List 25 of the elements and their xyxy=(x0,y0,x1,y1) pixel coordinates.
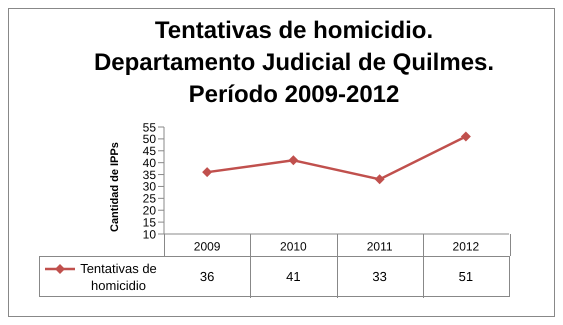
x-tick-label: 2009 xyxy=(194,240,221,254)
point xyxy=(460,132,471,142)
y-tick-label: 40 xyxy=(142,156,156,170)
y-tick-label: 30 xyxy=(142,180,156,194)
y-tick-label: 10 xyxy=(142,227,156,242)
x-tick-label: 2011 xyxy=(366,240,393,254)
data-label: 51 xyxy=(458,269,474,284)
data-label: 41 xyxy=(285,269,302,284)
x-tick-label: 2010 xyxy=(280,240,308,254)
y-tick-label: 35 xyxy=(142,168,156,182)
y-axis-title: Cantidad de IPPs xyxy=(109,142,121,232)
point xyxy=(288,155,298,166)
y-tick-label: 55 xyxy=(142,120,156,134)
y-tick-label: 50 xyxy=(142,132,156,146)
point xyxy=(202,167,212,178)
data-label: 36 xyxy=(198,269,216,284)
data-label: 33 xyxy=(371,269,388,284)
chart-title: Tentativas de homicidio. Departamento Judicial de Quilmes. Período 2009-2012 xyxy=(92,16,496,110)
legend-label: Tentativas de homicidio xyxy=(79,260,158,294)
x-tick-label: 2012 xyxy=(452,240,480,254)
y-tick-label: 15 xyxy=(142,215,156,230)
y-tick-label: 25 xyxy=(142,192,156,206)
point xyxy=(374,174,385,184)
y-tick-label: 20 xyxy=(142,203,156,218)
y-tick-label: 45 xyxy=(142,144,156,158)
